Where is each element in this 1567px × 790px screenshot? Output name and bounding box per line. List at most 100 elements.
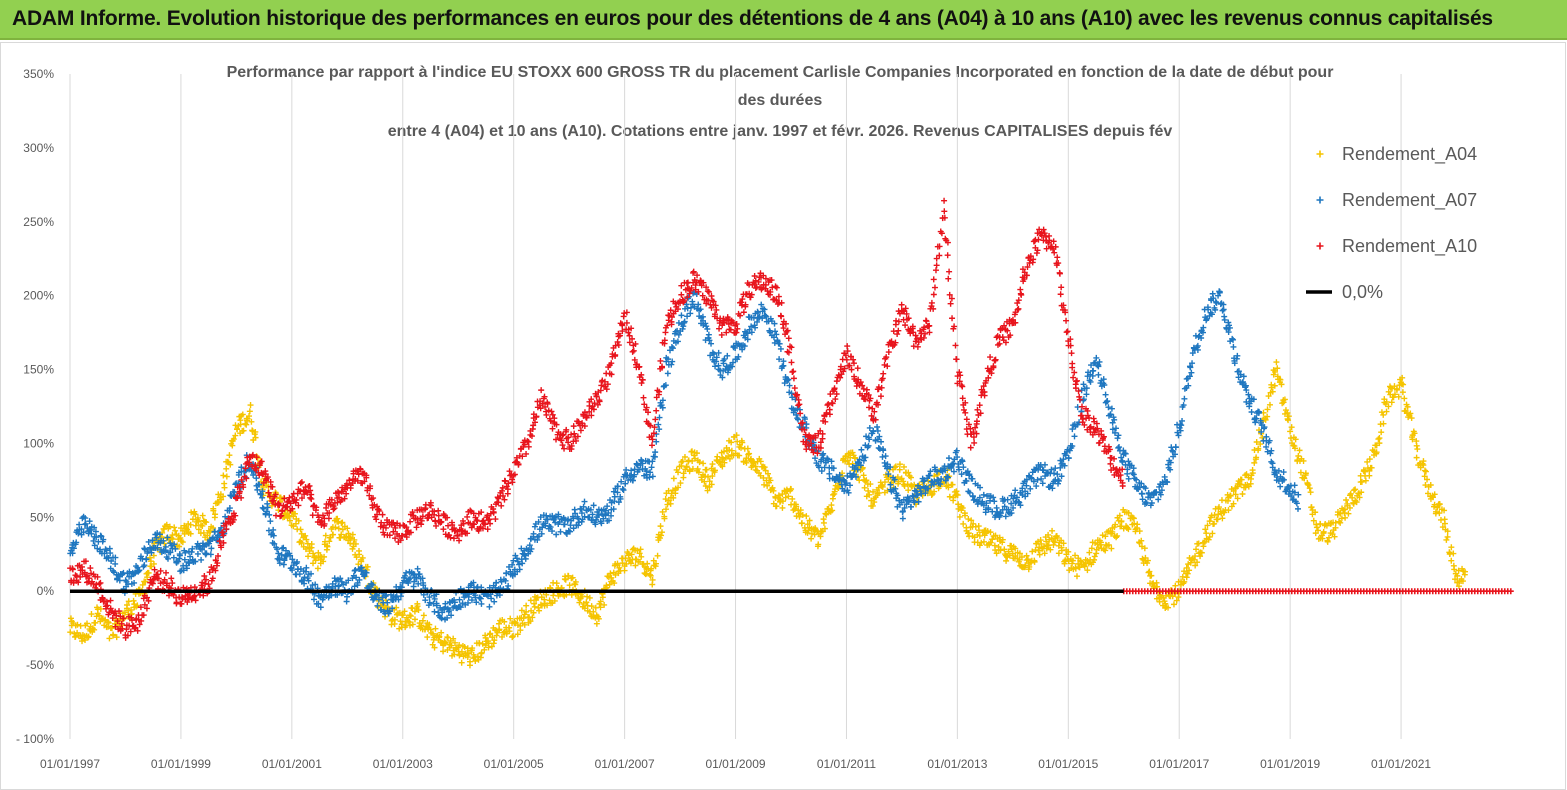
data-point [1209,530,1216,537]
data-point [1297,469,1304,476]
data-point [157,567,164,574]
data-point [1192,562,1199,569]
data-point [307,494,314,501]
data-point [928,492,935,499]
data-point [679,458,686,465]
data-point [414,603,421,610]
data-point [506,624,513,631]
x-tick-label: 01/01/2001 [262,757,322,771]
data-point [904,481,911,488]
data-point [1230,500,1237,507]
data-point [192,511,199,518]
data-point [745,451,752,458]
data-point [67,629,74,636]
legend-label: 0,0% [1342,282,1383,302]
x-tick-label: 01/01/2011 [817,757,876,771]
legend: Rendement_A04Rendement_A07Rendement_A100… [1306,144,1477,302]
data-point [84,620,91,627]
data-point [531,600,538,607]
data-point [199,522,206,529]
data-point [1288,424,1295,431]
data-point [1186,567,1193,574]
data-point [1325,534,1332,541]
data-point [1422,468,1429,475]
data-point [905,487,912,494]
data-point [413,524,420,531]
data-point [1219,307,1226,314]
data-point [773,284,780,291]
data-point [499,633,506,640]
data-point [984,528,991,535]
data-point [640,394,647,401]
data-point [700,460,707,467]
data-point [1315,527,1322,534]
data-point [1281,396,1288,403]
data-point [987,539,994,546]
data-point [338,531,345,538]
data-point [96,580,103,587]
data-point [105,619,112,626]
data-point [1284,409,1291,416]
data-point [221,480,228,487]
data-point [364,563,371,570]
data-point [1031,558,1038,565]
data-point [1401,395,1408,402]
data-point [379,511,386,518]
data-point [1076,396,1083,403]
data-point [403,614,410,621]
data-point [789,495,796,502]
data-point [744,445,751,452]
data-point [980,538,987,545]
data-point [345,530,352,537]
data-point [934,471,941,478]
legend-label: Rendement_A07 [1342,190,1477,211]
data-point [961,510,968,517]
data-point [227,461,234,468]
data-point [309,512,316,519]
data-point [684,279,691,286]
data-point [895,327,902,334]
data-point [833,378,840,385]
data-point [822,510,829,517]
data-point [482,634,489,641]
data-point [531,603,538,610]
x-tick-label: 01/01/2009 [706,757,766,771]
data-point [1201,538,1208,545]
data-point [945,275,952,282]
data-point [681,454,688,461]
data-point [703,466,710,473]
data-point [349,531,356,538]
data-point [1320,528,1327,535]
data-point [644,560,651,567]
data-point [310,550,317,557]
data-point [1108,545,1115,552]
data-point [1291,482,1298,489]
data-point [933,262,940,269]
data-point [616,564,623,571]
data-point [1216,504,1223,511]
data-point [303,536,310,543]
data-point [704,326,711,333]
data-point [339,526,346,533]
data-point [1109,528,1116,535]
data-point [1130,471,1137,478]
data-point [1036,551,1043,558]
y-tick-label: - 100% [16,732,54,746]
data-point [709,473,716,480]
data-point [130,597,137,604]
data-point [1003,557,1010,564]
data-point [87,565,94,572]
data-point [442,639,449,646]
data-point [1173,597,1180,604]
data-point [1004,496,1011,503]
data-point [96,612,103,619]
data-point [1249,467,1256,474]
data-point [733,432,740,439]
data-point [1118,518,1125,525]
data-point [1308,504,1315,511]
data-point [292,520,299,527]
data-point [1238,476,1245,483]
data-point [1366,467,1373,474]
data-point [432,517,439,524]
data-point [1362,477,1369,484]
